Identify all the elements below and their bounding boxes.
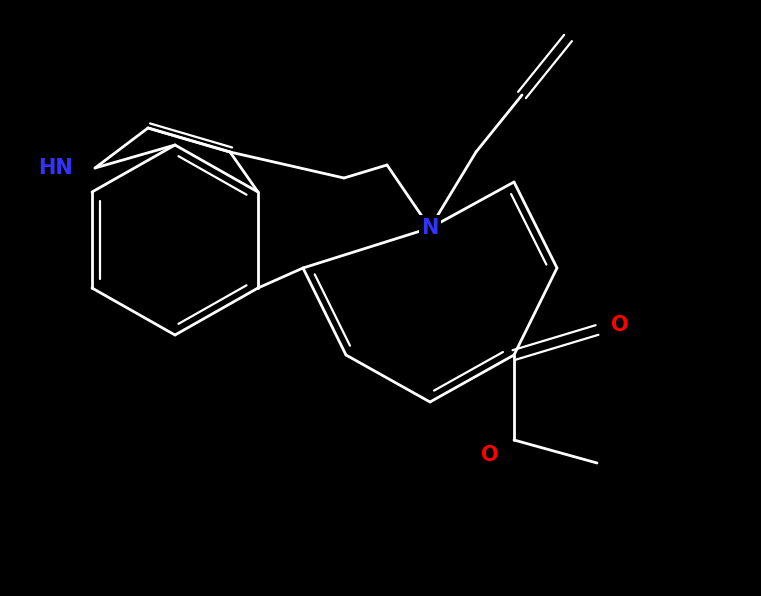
- Text: N: N: [422, 218, 438, 238]
- Text: O: O: [611, 315, 629, 335]
- Text: O: O: [481, 445, 498, 465]
- Text: HN: HN: [37, 158, 72, 178]
